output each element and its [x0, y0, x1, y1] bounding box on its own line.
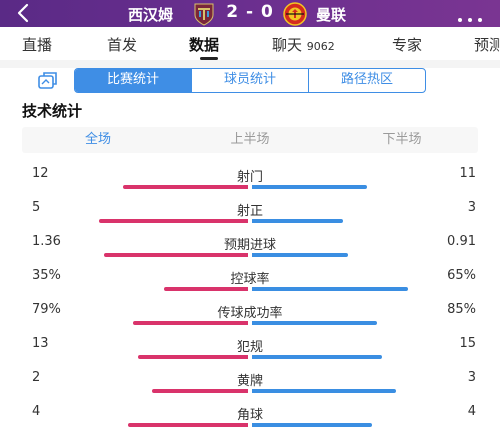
toggle-match-stats[interactable]: 比赛统计 [75, 69, 191, 92]
period-first-half[interactable]: 上半场 [230, 132, 270, 147]
stat-away-value: 3 [467, 370, 476, 385]
stat-away-value: 15 [459, 336, 476, 351]
tab-predict[interactable]: 预测 [474, 36, 500, 54]
stat-home-bar [99, 219, 248, 223]
stat-home-value: 5 [32, 200, 41, 215]
stat-row: 2 黄牌 3 [0, 370, 500, 400]
stats-type-toggle: 比赛统计 球员统计 路径热区 [74, 68, 426, 93]
stat-home-bar [123, 185, 248, 189]
stat-home-bar [128, 423, 248, 427]
period-selector: 全场 上半场 下半场 [22, 127, 478, 153]
period-full[interactable]: 全场 [84, 132, 111, 147]
home-team-name[interactable]: 西汉姆 [128, 6, 174, 24]
stat-home-value: 12 [32, 166, 49, 181]
stat-name: 传球成功率 [217, 306, 283, 321]
toggle-player-stats[interactable]: 球员统计 [191, 69, 308, 92]
stat-home-bar [152, 389, 248, 393]
stat-away-value: 4 [467, 404, 476, 419]
more-dots-icon[interactable] [456, 9, 484, 22]
stat-away-value: 3 [467, 200, 476, 215]
stat-name: 射门 [236, 170, 263, 185]
stat-home-value: 35% [32, 268, 61, 283]
stat-away-value: 11 [459, 166, 476, 181]
stat-home-value: 79% [32, 302, 61, 317]
match-tabs: 直播 首发 数据 聊天 9062 专家 预测 [0, 27, 500, 60]
active-tab-indicator [200, 57, 218, 60]
stat-away-bar [252, 219, 343, 223]
stat-home-value: 2 [32, 370, 41, 385]
away-team-name[interactable]: 曼联 [316, 6, 347, 24]
tab-live[interactable]: 直播 [22, 36, 53, 54]
stat-home-value: 13 [32, 336, 49, 351]
stat-name: 角球 [236, 408, 263, 423]
stat-away-value: 0.91 [447, 234, 476, 249]
section-divider [0, 60, 500, 68]
toggle-heatmap[interactable]: 路径热区 [308, 69, 425, 92]
stat-home-value: 1.36 [32, 234, 61, 249]
stat-name: 黄牌 [236, 374, 263, 389]
stat-home-bar [138, 355, 248, 359]
stat-home-bar [133, 321, 248, 325]
chat-count: 9062 [306, 40, 335, 53]
stat-away-bar [252, 423, 372, 427]
stat-away-bar [252, 253, 348, 257]
stat-name: 预期进球 [223, 238, 276, 253]
back-arrow-icon[interactable] [14, 2, 34, 24]
stat-name: 控球率 [230, 272, 270, 287]
tab-expert[interactable]: 专家 [392, 36, 423, 54]
stat-row: 79% 传球成功率 85% [0, 302, 500, 332]
stat-away-value: 65% [447, 268, 476, 283]
stat-away-value: 85% [447, 302, 476, 317]
stat-row: 4 角球 4 [0, 404, 500, 434]
stat-away-bar [252, 389, 396, 393]
stat-row: 13 犯规 15 [0, 336, 500, 366]
tab-chat[interactable]: 聊天 9062 [272, 34, 335, 55]
stat-home-value: 4 [32, 404, 41, 419]
section-title: 技术统计 [22, 102, 83, 120]
stat-name: 犯规 [236, 340, 263, 355]
tab-chat-label: 聊天 [272, 36, 303, 54]
share-card-icon[interactable] [37, 70, 59, 92]
tab-lineup[interactable]: 首发 [107, 36, 138, 54]
stat-away-bar [252, 185, 367, 189]
stat-row: 5 射正 3 [0, 200, 500, 230]
stat-name: 射正 [236, 204, 263, 219]
stat-row: 35% 控球率 65% [0, 268, 500, 298]
stat-home-bar [104, 253, 248, 257]
period-second-half[interactable]: 下半场 [382, 132, 422, 147]
west-ham-crest-icon[interactable] [193, 2, 215, 26]
stat-row: 1.36 预期进球 0.91 [0, 234, 500, 264]
stat-away-bar [252, 287, 408, 291]
tab-data[interactable]: 数据 [189, 36, 220, 54]
stat-home-bar [164, 287, 248, 291]
man-utd-crest-icon[interactable] [283, 2, 307, 26]
match-header: 西汉姆 2 - 0 曼联 [0, 0, 500, 27]
stat-away-bar [252, 355, 382, 359]
match-score: 2 - 0 [226, 2, 274, 22]
stat-row: 12 射门 11 [0, 166, 500, 196]
stat-away-bar [252, 321, 377, 325]
